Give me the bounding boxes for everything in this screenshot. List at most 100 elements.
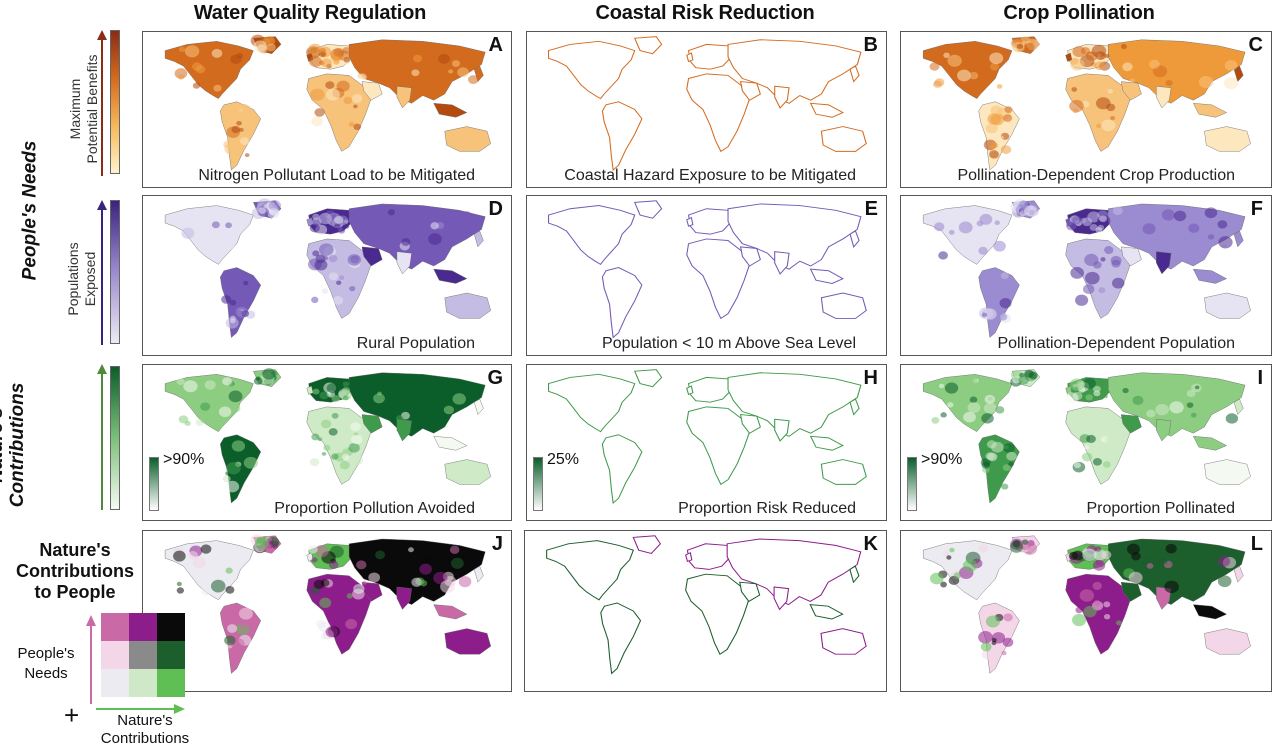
map-texture-blob xyxy=(350,422,362,432)
map-texture-blob xyxy=(375,550,386,560)
map-texture-blob xyxy=(343,395,349,401)
panel-letter: B xyxy=(863,34,878,56)
map-texture-blob xyxy=(980,642,992,652)
map-texture-blob xyxy=(228,243,235,250)
map-texture-blob xyxy=(1001,650,1007,656)
map-texture-blob xyxy=(1120,44,1127,50)
map-texture-blob xyxy=(319,597,332,609)
map-texture-blob xyxy=(1158,556,1168,565)
map-texture-blob xyxy=(982,227,988,232)
map-texture-blob xyxy=(438,53,451,64)
continent-seasia xyxy=(809,435,845,451)
map-texture-blob xyxy=(1149,374,1162,385)
continent-uk xyxy=(686,385,694,396)
row-label-peoples-needs: People's Needs xyxy=(19,140,41,281)
map-texture-blob xyxy=(452,60,461,67)
map-texture-blob xyxy=(1165,543,1177,554)
legend-cell xyxy=(157,669,185,697)
map-panel-f: F Pollination-Dependent Population xyxy=(900,195,1272,356)
map-texture-blob xyxy=(1092,581,1102,590)
map-texture-blob xyxy=(1104,53,1110,59)
continent-india xyxy=(396,586,412,610)
map-texture-blob xyxy=(419,580,428,587)
continent-arabia xyxy=(739,581,761,603)
map-texture-blob xyxy=(1081,452,1093,462)
map-texture-blob xyxy=(962,559,978,572)
map-texture-blob xyxy=(468,75,479,84)
map-texture-blob xyxy=(356,118,362,123)
world-map xyxy=(546,535,867,675)
map-texture-blob xyxy=(1188,223,1200,233)
continent-samerica xyxy=(601,267,643,339)
map-texture-blob xyxy=(201,586,212,596)
map-texture-blob xyxy=(944,382,959,394)
continent-asia xyxy=(1107,203,1246,270)
map-texture-blob xyxy=(349,285,356,292)
continent-seasia xyxy=(1192,604,1228,620)
panel-caption: Nitrogen Pollutant Load to be Mitigated xyxy=(198,167,475,184)
world-map xyxy=(164,368,492,504)
map-texture-blob xyxy=(332,296,344,305)
map-texture-blob xyxy=(328,560,339,570)
map-texture-blob xyxy=(990,142,999,149)
map-texture-blob xyxy=(253,40,267,52)
map-texture-blob xyxy=(991,637,997,643)
map-texture-blob xyxy=(337,439,350,450)
continent-arabia xyxy=(361,81,383,101)
continent-arabia xyxy=(1120,246,1142,267)
map-texture-blob xyxy=(1094,61,1105,71)
map-texture-blob xyxy=(452,393,466,405)
map-texture-blob xyxy=(1002,464,1011,472)
map-texture-blob xyxy=(321,288,329,294)
map-texture-blob xyxy=(1132,395,1144,405)
map-texture-blob xyxy=(188,551,199,560)
map-texture-blob xyxy=(225,586,235,594)
legend-cell xyxy=(101,613,129,641)
map-texture-blob xyxy=(1071,87,1078,92)
continent-arabia xyxy=(1120,81,1142,101)
map-texture-blob xyxy=(1218,236,1233,249)
panel-letter: E xyxy=(864,198,878,220)
map-texture-blob xyxy=(176,378,185,385)
map-texture-blob xyxy=(1075,294,1089,306)
continent-australia xyxy=(444,292,492,319)
panel-scale-bar xyxy=(907,457,917,511)
panel-scale-max: >90% xyxy=(921,451,963,468)
map-texture-blob xyxy=(990,63,999,71)
map-texture-blob xyxy=(1012,376,1021,384)
map-texture-blob xyxy=(268,200,282,211)
map-texture-blob xyxy=(978,544,989,553)
map-texture-blob xyxy=(176,587,184,594)
continent-africa xyxy=(686,406,751,486)
map-texture-blob xyxy=(1186,402,1194,408)
map-texture-blob xyxy=(1100,257,1106,262)
continent-arabia xyxy=(1120,414,1142,434)
colorbar-benefits xyxy=(110,30,120,174)
map-texture-blob xyxy=(967,402,981,414)
continent-japan xyxy=(849,398,860,416)
map-texture-blob xyxy=(219,398,229,407)
map-texture-blob xyxy=(229,299,237,306)
map-texture-blob xyxy=(930,572,944,585)
map-texture-blob xyxy=(996,84,1003,89)
map-texture-blob xyxy=(211,221,220,229)
continent-namerica xyxy=(546,540,634,601)
map-texture-blob xyxy=(192,82,201,89)
map-texture-blob xyxy=(1110,606,1118,613)
world-map xyxy=(548,369,867,504)
map-texture-blob xyxy=(1083,378,1096,389)
map-texture-blob xyxy=(199,413,212,424)
map-texture-blob xyxy=(323,444,331,451)
map-texture-blob xyxy=(1122,62,1133,72)
map-texture-blob xyxy=(356,560,367,570)
map-texture-blob xyxy=(200,82,206,88)
panel-caption: Proportion Risk Reduced xyxy=(678,500,856,517)
panel-scale-max: 25% xyxy=(547,451,580,468)
map-texture-blob xyxy=(934,78,945,87)
map-texture-blob xyxy=(940,412,947,418)
legend-cell xyxy=(157,641,185,669)
map-texture-blob xyxy=(440,580,455,593)
continent-asia xyxy=(348,372,486,437)
map-texture-blob xyxy=(353,123,362,131)
map-texture-blob xyxy=(229,318,236,324)
